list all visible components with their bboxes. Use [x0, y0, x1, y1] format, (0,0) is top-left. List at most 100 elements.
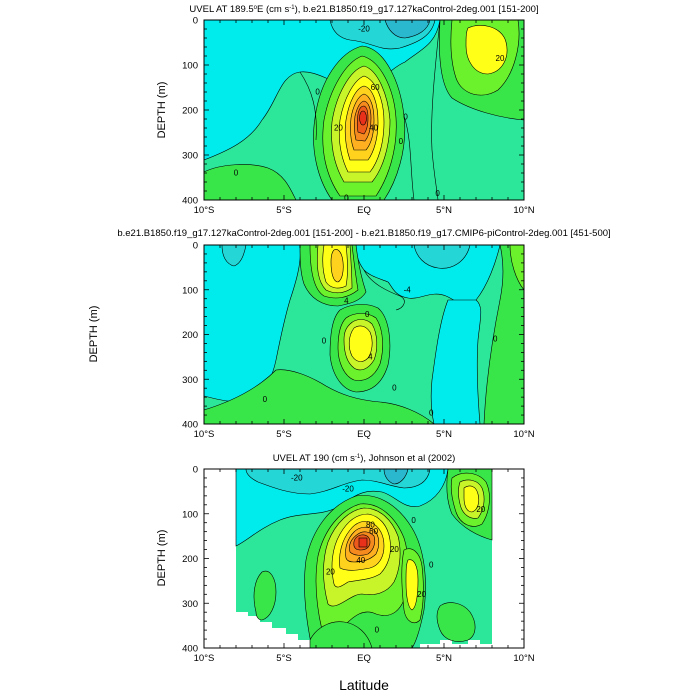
p2-fill-sub-6 — [348, 325, 373, 362]
contour-label-text: -4 — [404, 285, 412, 294]
x-tick-label: 5°S — [276, 653, 291, 664]
contour-label-text: 0 — [429, 561, 434, 570]
p3-fill-east-jet-30 — [405, 559, 419, 611]
super-ylabel: DEPTH (m) — [88, 306, 100, 363]
contour-label: 0 — [399, 137, 404, 146]
contour-label: 0 — [411, 516, 416, 525]
y-tick-label: 100 — [182, 509, 198, 520]
contour-label: -20 — [291, 473, 303, 482]
x-tick-label: 5°S — [276, 429, 291, 440]
contour-label-text: 0 — [365, 310, 370, 319]
x-tick-label: 10°S — [194, 429, 215, 440]
panel-3-ylabel: DEPTH (m) — [156, 530, 168, 587]
contour-label: -20 — [358, 25, 370, 34]
contour-label-text: 0 — [392, 384, 397, 393]
p3-fill-euc-core — [358, 537, 368, 548]
contour-label-text: 40 — [356, 556, 365, 565]
p3-fill-ne-blob — [436, 602, 476, 642]
y-tick-label: 0 — [193, 465, 198, 476]
x-tick-label: EQ — [357, 429, 371, 440]
x-tick-label: 10°N — [513, 653, 534, 664]
contour-label: 4 — [344, 296, 349, 305]
y-tick-label: 400 — [182, 420, 198, 431]
contour-label: 0 — [392, 384, 397, 393]
contour-label: 20 — [496, 54, 505, 63]
contour-label-text: 20 — [496, 54, 505, 63]
y-tick-label: 400 — [182, 196, 198, 207]
p2-fill-surf-8 — [330, 249, 344, 283]
p1-fill-ne-30 — [465, 25, 508, 75]
contour-label-text: 0 — [411, 516, 416, 525]
contour-label-text: 80 — [366, 520, 375, 529]
p1-contour-bottom — [403, 115, 415, 200]
contour-label: 0 — [429, 408, 434, 417]
contour-label: 40 — [356, 556, 365, 565]
panel-3-field — [235, 469, 493, 648]
p1-contour-east — [431, 20, 441, 200]
x-tick-label: EQ — [357, 653, 371, 664]
contour-label-text: 0 — [322, 337, 327, 346]
panel-1-field — [204, 20, 524, 200]
contour-label-text: 0 — [399, 137, 404, 146]
contour-label: -4 — [404, 285, 412, 294]
y-tick-label: 0 — [193, 241, 198, 252]
contour-label: 20 — [476, 505, 485, 514]
contour-label: 20 — [390, 545, 399, 554]
contour-label: 0 — [429, 561, 434, 570]
contour-label-text: 60 — [369, 527, 378, 536]
p3-fill-neg-20 — [245, 469, 431, 495]
x-tick-label: 10°N — [513, 205, 534, 216]
x-tick-label: 5°N — [436, 653, 452, 664]
p2-fill-wmid — [204, 369, 435, 424]
x-axis-label: Latitude — [339, 677, 389, 693]
x-tick-label: 10°S — [194, 653, 215, 664]
contour-label: 0 — [435, 189, 440, 198]
contour-label: 0 — [322, 337, 327, 346]
y-tick-label: 400 — [182, 644, 198, 655]
panel-1-ylabel: DEPTH (m) — [156, 82, 168, 139]
contour-label-text: -20 — [291, 473, 303, 482]
contour-label-text: 20 — [326, 567, 335, 576]
contour-label: 0 — [493, 334, 498, 343]
p3-fill-sub-south — [309, 621, 373, 648]
p2-fill-neg-west-4 — [221, 245, 247, 267]
p3-fill-neg-30 — [383, 469, 409, 485]
contour-label: 0 — [263, 395, 268, 404]
contour-label-text: 20 — [476, 505, 485, 514]
x-tick-label: 10°N — [513, 429, 534, 440]
panel-2-field — [204, 245, 524, 424]
y-tick-label: 300 — [182, 599, 198, 610]
contour-label: 0 — [315, 88, 320, 97]
panel-3-title: UVEL AT 190 (cm s-1), Johnson et al (200… — [273, 453, 456, 464]
contour-label-text: 0 — [435, 189, 440, 198]
x-tick-label: 5°S — [276, 205, 291, 216]
panel-1-title: UVEL AT 189.5oE (cm s-1), b.e21.B1850.f1… — [189, 4, 538, 15]
contour-label-text: -20 — [342, 485, 354, 494]
contour-label-text: 0 — [315, 88, 320, 97]
x-tick-label: 10°S — [194, 205, 215, 216]
contour-label-text: 20 — [390, 545, 399, 554]
contour-label-text: 60 — [371, 83, 380, 92]
p2-fill-neg-strip — [430, 299, 482, 424]
p1-fill-neg-30 — [384, 20, 431, 39]
p2-fill-pos-ne-4 — [509, 245, 524, 291]
contour-label-text: 0 — [263, 395, 268, 404]
contour-label: 20 — [326, 567, 335, 576]
panel-3: UVEL AT 190 (cm s-1), Johnson et al (200… — [156, 453, 535, 664]
contour-label: -20 — [342, 485, 354, 494]
y-tick-label: 200 — [182, 106, 198, 117]
contour-label: 20 — [334, 124, 343, 133]
contour-label-text: 0 — [344, 194, 349, 203]
p2-contour-mid — [363, 269, 405, 311]
y-tick-label: 300 — [182, 375, 198, 386]
contour-label: 20 — [417, 590, 426, 599]
y-tick-label: 100 — [182, 61, 198, 72]
p3-fill-ne-40 — [463, 485, 480, 513]
contour-label-text: 40 — [369, 124, 378, 133]
contour-label: 0 — [375, 626, 380, 635]
p1-fill-sw-10 — [204, 164, 297, 200]
y-tick-label: 100 — [182, 285, 198, 296]
